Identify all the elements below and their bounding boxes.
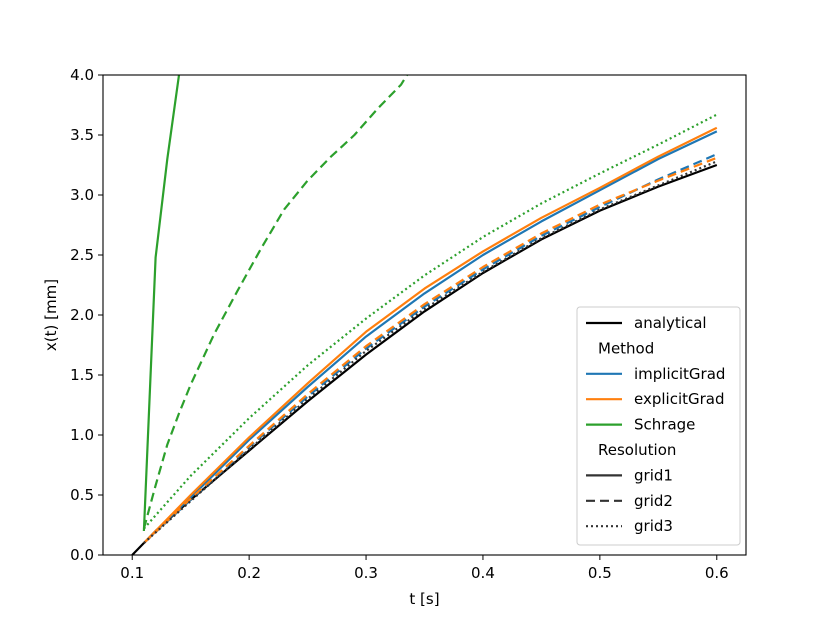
x-tick-label: 0.4 <box>471 564 495 582</box>
x-tick-label: 0.6 <box>705 564 729 582</box>
series-line-implicitgrad-grid1 <box>143 130 718 544</box>
x-axis: 0.1 0.2 0.3 0.4 0.5 0.6 <box>120 555 729 582</box>
series-line-schrage-grid1 <box>142 75 181 532</box>
y-tick-label: 1.5 <box>70 366 94 384</box>
legend-label-explicitgrad: explicitGrad <box>634 390 725 408</box>
legend-heading-resolution: Resolution <box>598 441 676 459</box>
y-tick-label: 1.0 <box>70 426 94 444</box>
y-tick-label: 0.5 <box>70 486 94 504</box>
x-tick-label: 0.2 <box>237 564 261 582</box>
y-tick-label: 4.0 <box>70 66 94 84</box>
series-line-implicitgrad-grid3 <box>143 160 718 544</box>
series-line-explicitgrad-grid1 <box>143 126 718 544</box>
x-axis-label: t [s] <box>409 590 439 608</box>
series-line-schrage-grid3 <box>143 113 718 530</box>
x-tick-label: 0.5 <box>588 564 612 582</box>
x-tick-label: 0.1 <box>120 564 144 582</box>
y-axis: 0.0 0.5 1.0 1.5 2.0 2.5 3.0 3.5 4.0 <box>70 66 103 564</box>
y-tick-label: 0.0 <box>70 546 94 564</box>
legend-label-grid3: grid3 <box>634 517 673 535</box>
legend-heading-method: Method <box>598 339 654 357</box>
legend-label-grid1: grid1 <box>634 466 673 484</box>
y-tick-label: 2.5 <box>70 246 94 264</box>
y-axis-label: x(t) [mm] <box>42 279 60 351</box>
legend: analytical Method implicitGrad explicitGrad… <box>576 306 741 546</box>
series-line-explicitgrad-grid2 <box>143 156 718 544</box>
series-line-schrage-grid2 <box>142 75 408 529</box>
y-tick-label: 3.5 <box>70 126 94 144</box>
x-tick-label: 0.3 <box>354 564 378 582</box>
y-tick-label: 2.0 <box>70 306 94 324</box>
legend-label-analytical: analytical <box>634 314 707 332</box>
series-layer <box>131 75 718 555</box>
legend-label-schrage: Schrage <box>634 416 695 434</box>
legend-label-implicitgrad: implicitGrad <box>634 365 725 383</box>
legend-label-grid2: grid2 <box>634 492 673 510</box>
legend-box <box>576 306 741 546</box>
y-tick-label: 3.0 <box>70 186 94 204</box>
